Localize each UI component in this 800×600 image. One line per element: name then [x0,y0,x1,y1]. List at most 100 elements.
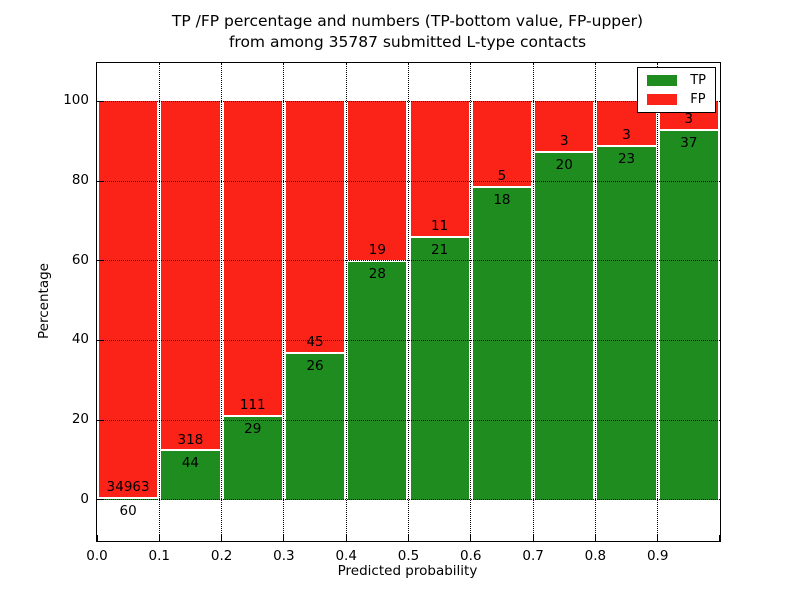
tp-count-label: 26 [306,357,324,374]
plot-area: 0.0 0.1 0.2 0.3 0.4 0.5 0.6 0.7 0.8 0.9 0 20 40 60 80 1… [63,62,721,564]
y-tick-label: 40 [71,331,89,348]
y-tick-mark [97,180,103,182]
chart-title-line1: TP /FP percentage and numbers (TP-bottom… [171,12,644,30]
x-tick-mark [283,535,285,541]
y-tick-label: 100 [63,92,89,109]
tp-count-label: 44 [181,455,200,472]
x-tick-mark [96,535,98,541]
tp-count-label: 37 [680,135,698,152]
histogram-bar [222,101,283,500]
fp-count-label: 3 [684,111,694,128]
x-tick-label: 0.4 [335,548,357,564]
x-tick-label: 0.5 [397,548,420,564]
histogram-bar [658,101,719,500]
fp-count-label: 3 [622,127,631,144]
legend-item-tp: TP [647,74,706,87]
vertical-gridline [221,63,223,541]
x-tick-label: 0.8 [584,548,607,564]
x-tick-mark [221,535,223,541]
x-axis-label: Predicted probability [337,563,478,579]
histogram-bar [534,101,595,500]
fp-count-label: 3 [559,133,569,150]
x-tick-mark [718,535,720,541]
fp-swatch-icon [647,94,678,105]
fp-count-label: 5 [497,167,507,184]
histogram-bar [160,101,221,500]
x-tick-label: 0.2 [210,548,233,564]
y-tick-mark [97,100,103,102]
tp-swatch-icon [647,75,678,86]
x-tick-mark [408,535,409,541]
vertical-gridline [408,63,409,541]
histogram-bar [409,101,470,500]
tp-count-label: 20 [555,157,573,174]
fp-segment [472,101,532,188]
x-tick-mark [657,535,659,541]
histogram-bar [98,101,159,500]
y-tick-mark [97,499,103,501]
histogram-bar [596,101,657,500]
fp-count-label: 19 [368,242,386,259]
fp-segment [535,101,594,154]
legend: TP FP [637,67,716,113]
x-tick-label: 0.6 [460,548,482,564]
horizontal-gridline [97,339,720,341]
fp-count-label: 318 [177,431,204,448]
vertical-gridline [158,63,160,541]
y-tick-label: 60 [71,251,89,268]
fp-segment [348,101,407,263]
x-tick-mark [532,535,534,541]
fp-count-label: 11 [431,218,449,235]
vertical-gridline [283,63,285,541]
vertical-gridline [594,63,596,541]
x-tick-label: 0.9 [646,548,669,564]
y-tick-mark [97,339,103,341]
y-tick-mark [97,260,103,262]
tp-count-label: 21 [431,242,449,259]
x-tick-mark [345,535,347,541]
vertical-gridline [657,63,659,541]
y-tick-label: 0 [80,490,89,507]
legend-label: TP [690,73,706,88]
vertical-gridline [470,63,472,541]
fp-segment [223,101,282,418]
y-tick-label: 80 [71,172,89,188]
x-tick-mark [158,535,160,541]
fp-segment [285,101,345,354]
y-tick-mark [97,419,103,421]
tp-count-label: 28 [368,266,386,283]
fp-segment [99,101,158,500]
tp-count-label: 60 [119,503,137,520]
x-tick-label: 0.3 [273,548,295,564]
horizontal-gridline [97,180,720,182]
horizontal-gridline [97,419,720,421]
tp-count-label: 23 [617,151,636,168]
vertical-gridline [345,63,347,541]
histogram-bar [471,101,533,500]
vertical-gridline [532,63,534,541]
x-tick-mark [470,535,472,541]
horizontal-gridline [97,260,720,262]
x-tick-mark [594,535,596,541]
tp-count-label: 18 [493,191,511,208]
y-axis-label: Percentage [36,263,52,339]
fp-count-label: 34963 [106,479,150,496]
fp-count-label: 111 [239,397,266,414]
x-tick-label: 0.0 [86,548,108,564]
x-tick-label: 0.1 [148,548,171,564]
tp-count-label: 29 [244,421,262,438]
horizontal-gridline [97,100,720,102]
histogram-bar [284,101,346,500]
fp-segment [410,101,469,239]
legend-item-fp: FP [647,93,706,106]
x-tick-label: 0.7 [522,548,544,564]
chart-title: TP /FP percentage and numbers (TP-bottom… [96,11,719,53]
chart-title-line2: from among 35787 submitted L-type contac… [228,33,587,51]
horizontal-gridline [97,499,720,501]
fp-count-label: 45 [306,333,324,350]
histogram-bar [347,101,408,500]
legend-label: FP [690,92,706,107]
fp-segment [161,101,220,452]
y-tick-label: 20 [71,411,89,428]
